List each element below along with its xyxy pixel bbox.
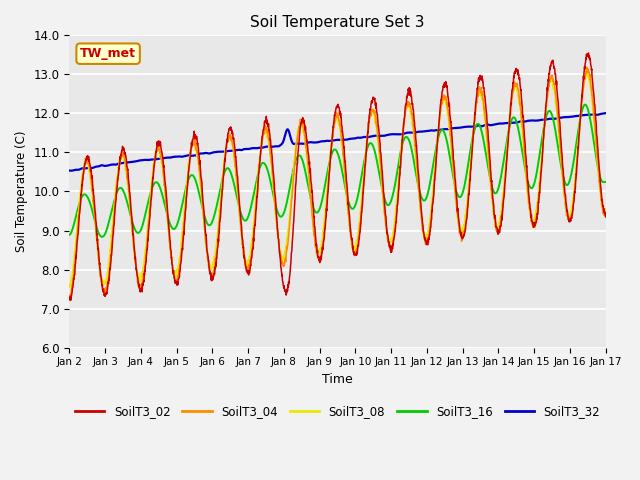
SoilT3_32 <box>587 112 595 118</box>
SoilT3_04 <box>602 213 609 219</box>
SoilT3_32 <box>586 112 594 118</box>
SoilT3_02 <box>93 231 101 237</box>
Title: Soil Temperature Set 3: Soil Temperature Set 3 <box>250 15 425 30</box>
SoilT3_02 <box>326 154 334 160</box>
SoilT3_02 <box>587 59 595 64</box>
SoilT3_32 <box>312 140 320 145</box>
SoilT3_08 <box>488 196 496 202</box>
SoilT3_16 <box>488 184 496 190</box>
X-axis label: Time: Time <box>322 373 353 386</box>
SoilT3_02 <box>585 50 593 56</box>
SoilT3_04 <box>326 158 334 164</box>
SoilT3_04 <box>583 64 591 70</box>
Line: SoilT3_02: SoilT3_02 <box>69 53 605 300</box>
SoilT3_16 <box>587 119 595 125</box>
SoilT3_16 <box>326 156 334 161</box>
SoilT3_08 <box>326 146 334 152</box>
SoilT3_08 <box>602 206 609 212</box>
SoilT3_08 <box>587 86 595 92</box>
SoilT3_04 <box>93 236 100 241</box>
SoilT3_16 <box>99 234 106 240</box>
Line: SoilT3_16: SoilT3_16 <box>69 105 605 237</box>
SoilT3_32 <box>488 122 496 128</box>
SoilT3_16 <box>587 118 595 123</box>
SoilT3_02 <box>602 214 609 220</box>
SoilT3_08 <box>583 69 591 74</box>
SoilT3_32 <box>602 110 609 116</box>
SoilT3_08 <box>93 240 101 245</box>
SoilT3_02 <box>587 62 595 68</box>
Line: SoilT3_32: SoilT3_32 <box>69 113 605 171</box>
Legend: SoilT3_02, SoilT3_04, SoilT3_08, SoilT3_16, SoilT3_32: SoilT3_02, SoilT3_04, SoilT3_08, SoilT3_… <box>70 400 605 423</box>
SoilT3_32 <box>67 168 75 174</box>
SoilT3_16 <box>581 102 589 108</box>
SoilT3_02 <box>65 295 73 301</box>
SoilT3_32 <box>93 164 101 169</box>
SoilT3_32 <box>326 138 334 144</box>
SoilT3_08 <box>65 284 73 290</box>
SoilT3_04 <box>65 296 73 302</box>
SoilT3_16 <box>602 179 609 185</box>
SoilT3_04 <box>312 244 320 250</box>
SoilT3_04 <box>586 77 594 83</box>
SoilT3_08 <box>587 85 595 91</box>
SoilT3_02 <box>312 243 320 249</box>
SoilT3_04 <box>587 76 595 82</box>
SoilT3_04 <box>488 189 495 195</box>
SoilT3_16 <box>312 210 320 216</box>
Y-axis label: Soil Temperature (C): Soil Temperature (C) <box>15 131 28 252</box>
SoilT3_02 <box>488 183 496 189</box>
Line: SoilT3_08: SoilT3_08 <box>69 72 605 287</box>
SoilT3_08 <box>67 284 74 290</box>
SoilT3_16 <box>65 232 73 238</box>
Line: SoilT3_04: SoilT3_04 <box>69 67 605 299</box>
SoilT3_02 <box>67 297 75 303</box>
SoilT3_08 <box>312 244 320 250</box>
SoilT3_32 <box>65 168 73 173</box>
SoilT3_16 <box>93 225 100 231</box>
Text: TW_met: TW_met <box>80 47 136 60</box>
